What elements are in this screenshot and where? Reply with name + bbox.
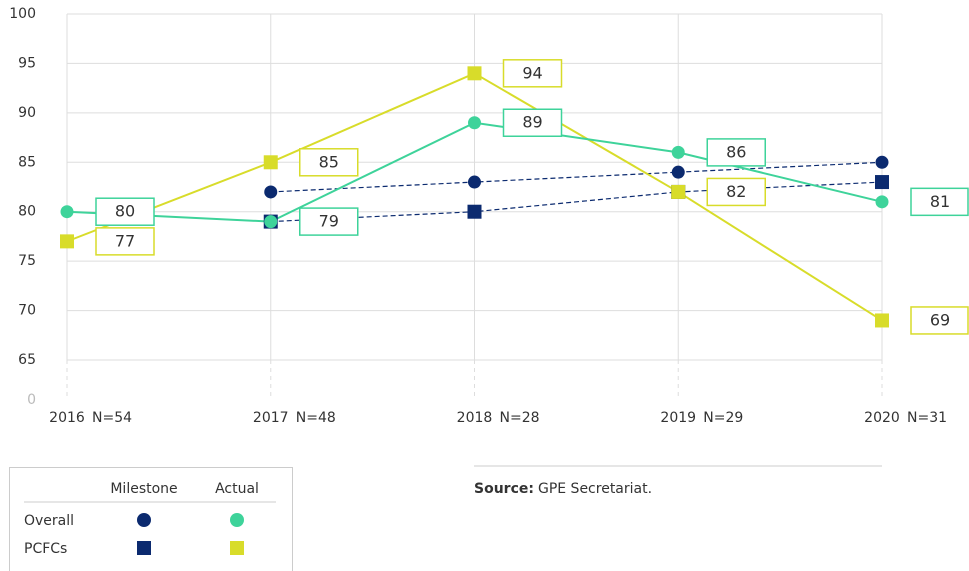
point: [263, 155, 278, 170]
legend-symbol: [230, 513, 244, 527]
x-tick-label: 2019: [660, 410, 696, 426]
sample-size-label: N=28: [500, 410, 540, 426]
legend-symbol: [137, 513, 151, 527]
data-label-box: [910, 187, 969, 217]
sample-size-label: N=31: [907, 410, 947, 426]
y-tick-label: 95: [18, 55, 36, 71]
data-label-box: [299, 148, 359, 177]
x-tick-label: 2020: [864, 410, 900, 426]
point: [60, 205, 74, 219]
source-text: GPE Secretariat.: [538, 481, 652, 497]
data-label: 89: [522, 113, 542, 132]
point: [671, 145, 685, 159]
legend-row: PCFCs: [24, 541, 67, 557]
source-label: Source:: [474, 481, 534, 497]
data-label: 86: [726, 142, 746, 161]
data-label: 79: [319, 212, 339, 231]
y-tick-label: 80: [18, 204, 36, 220]
data-label: 80: [115, 202, 135, 221]
point: [468, 116, 481, 130]
legend-box: [9, 467, 293, 571]
data-label: 94: [522, 63, 542, 82]
y-tick-label: 85: [18, 154, 36, 170]
point: [875, 175, 889, 190]
data-label: 77: [115, 231, 135, 250]
sample-size-label: N=54: [92, 410, 132, 426]
sample-size-label: N=29: [703, 410, 743, 426]
x-tick-label: 2017: [253, 410, 289, 426]
data-label-box: [706, 177, 766, 207]
point: [671, 184, 686, 199]
data-label: 81: [930, 192, 950, 211]
point: [671, 165, 685, 179]
point: [264, 215, 278, 229]
y-tick-label: 0: [27, 392, 36, 408]
sample-size-label: N=48: [296, 410, 336, 426]
data-label-box: [502, 108, 563, 137]
point: [468, 175, 481, 189]
y-tick-label: 75: [18, 253, 36, 269]
point: [875, 195, 889, 209]
data-label-box: [95, 227, 155, 256]
legend-row: Overall: [24, 513, 74, 529]
y-tick-label: 100: [9, 6, 36, 22]
y-tick-label: 65: [18, 352, 36, 368]
point: [875, 155, 889, 169]
point: [875, 313, 889, 328]
x-tick-label: 2016: [49, 410, 85, 426]
data-label-box: [706, 138, 766, 167]
point: [264, 185, 278, 199]
data-label-box: [95, 197, 155, 226]
point: [467, 204, 482, 219]
legend-column: Actual: [215, 481, 259, 497]
legend-symbol: [137, 541, 151, 555]
source: Source: GPE Secretariat.: [474, 481, 652, 497]
data-label: 85: [319, 152, 339, 171]
legend-symbol: [230, 541, 244, 555]
data-label-box: [502, 59, 563, 88]
data-label: 82: [726, 182, 746, 201]
data-label: 69: [930, 310, 950, 329]
series-line: [270, 181, 883, 223]
y-tick-label: 90: [18, 105, 36, 121]
y-tick-label: 70: [18, 303, 36, 319]
legend-column: Milestone: [110, 481, 177, 497]
x-tick-label: 2018: [457, 410, 493, 426]
data-label-box: [910, 306, 969, 335]
point: [467, 66, 482, 81]
series-line: [270, 161, 883, 193]
data-label-box: [299, 207, 359, 236]
point: [60, 234, 74, 249]
